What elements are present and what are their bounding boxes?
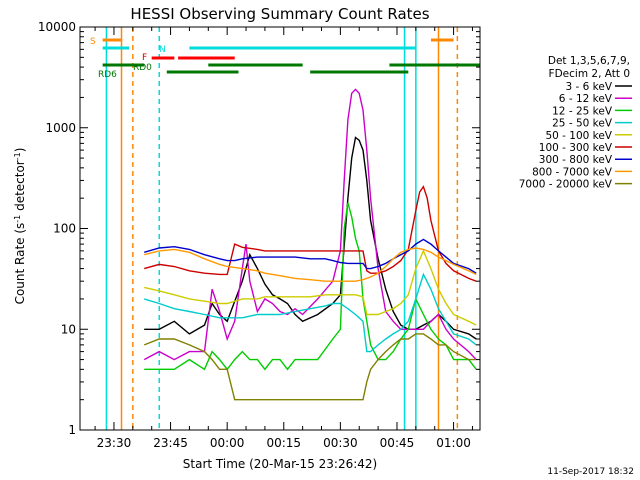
flag-label-f: F — [142, 53, 147, 63]
legend-label-6: 100 - 300 keV — [539, 142, 613, 154]
y-tick-label: 1000 — [45, 121, 76, 135]
y-tick-label: 100 — [53, 222, 76, 236]
y-tick-label: 10000 — [38, 20, 76, 34]
chart-title: HESSI Observing Summary Count Rates — [130, 5, 429, 23]
legend-label-8: 800 - 7000 keV — [532, 166, 613, 178]
timestamp: 11-Sep-2017 18:32 — [547, 467, 634, 477]
x-tick-label: 00:45 — [380, 436, 415, 450]
legend-header-line-2: FDecim 2, Att 0 — [549, 68, 630, 80]
x-axis-label: Start Time (20-Mar-15 23:26:42) — [183, 457, 377, 471]
flag-label-rd0: RD0 — [133, 63, 152, 73]
x-tick-label: 01:00 — [436, 436, 471, 450]
legend-label-9: 7000 - 20000 keV — [519, 179, 613, 191]
series-line-7 — [144, 238, 477, 274]
x-tick-label: 00:15 — [266, 436, 301, 450]
flag-label-n: N — [159, 45, 166, 55]
flag-label-s: S — [90, 37, 96, 47]
y-tick-label: 10 — [61, 322, 76, 336]
x-tick-label: 00:30 — [323, 436, 358, 450]
y-axis-label: Count Rate (s-1 detector-1) — [13, 148, 28, 305]
x-tick-label: 00:00 — [210, 436, 245, 450]
x-tick-label: 23:45 — [153, 436, 188, 450]
plot-frame — [79, 26, 481, 431]
series-line-8 — [144, 247, 477, 282]
series-line-9 — [143, 333, 477, 401]
legend-label-1: 3 - 6 keV — [565, 81, 612, 93]
series-line-4 — [143, 272, 477, 353]
legend-header-line-1: Det 1,3,5,6,7,9, — [548, 55, 630, 67]
legend-label-3: 12 - 25 keV — [552, 105, 613, 117]
flag-label-rd6: RD6 — [98, 70, 117, 80]
legend-label-5: 50 - 100 keV — [545, 130, 612, 142]
y-tick-label: 1 — [68, 423, 76, 437]
legend-label-4: 25 - 50 keV — [552, 118, 613, 130]
series-line-6 — [144, 185, 477, 282]
legend-label-7: 300 - 800 keV — [539, 154, 613, 166]
series-line-5 — [144, 249, 477, 326]
x-tick-label: 23:30 — [97, 436, 132, 450]
series-line-3 — [144, 202, 477, 371]
legend-label-2: 6 - 12 keV — [559, 93, 613, 105]
